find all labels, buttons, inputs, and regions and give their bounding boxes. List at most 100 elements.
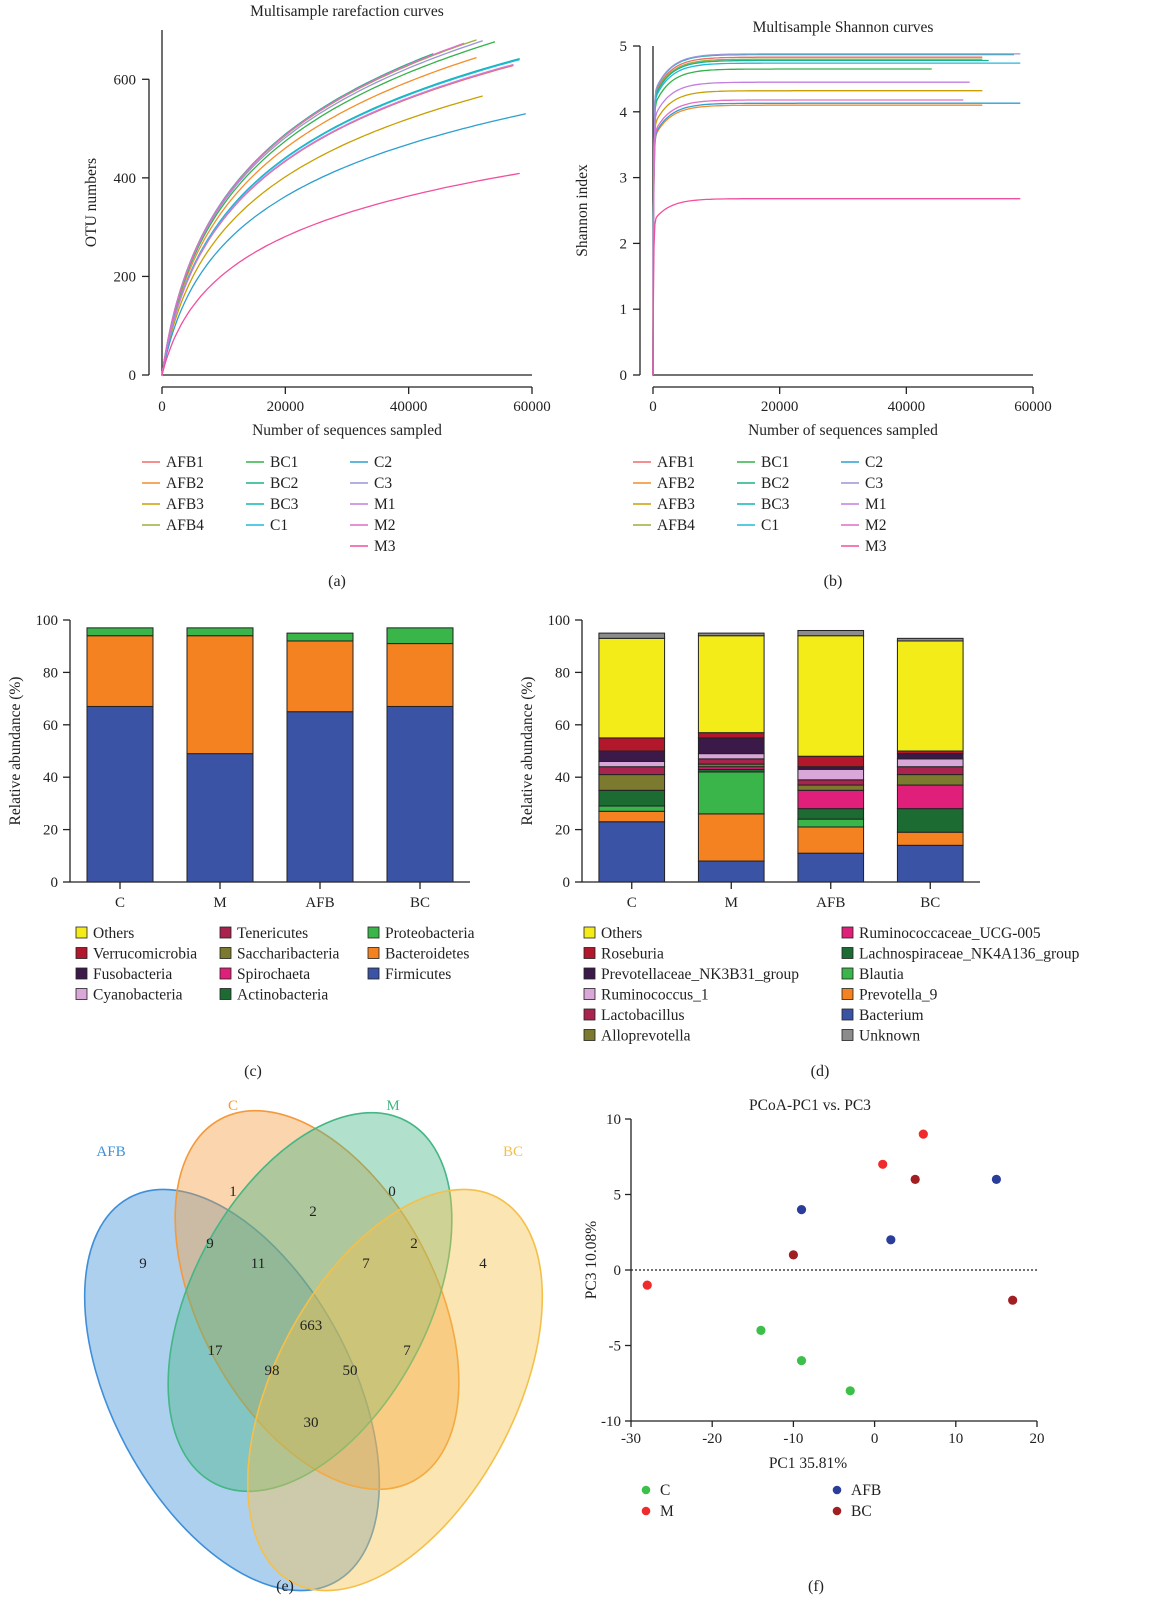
legend-label: AFB1 (657, 454, 695, 471)
bar-segment-unknown (896, 637, 964, 642)
point-m (878, 1159, 888, 1169)
x-tick-label: BC (410, 895, 430, 911)
legend-label: C3 (865, 475, 883, 492)
bar-segment-bacteroidetes (386, 643, 454, 707)
y-tick-label: 60 (43, 718, 58, 734)
y-tick-label: 60 (555, 718, 570, 734)
bar-segment-prevotella_9 (797, 826, 865, 854)
legend-label: Fusobacteria (93, 966, 172, 983)
bar-segment-ruminococcus_1 (896, 758, 964, 768)
legend-swatch (367, 967, 380, 980)
curve-m2 (652, 99, 964, 376)
legend-swatch (219, 947, 232, 959)
bar-segment-prevotella_9 (598, 810, 666, 823)
panel-label: (c) (244, 1063, 262, 1080)
legend-swatch (583, 1008, 596, 1021)
x-tick-label: 20 (1030, 1431, 1045, 1447)
phylum-abundance-chart: 0 20 40 60 80 100 Relative abundance (%) C M AFB B… (7, 613, 475, 1080)
legend-label: BC3 (761, 496, 790, 513)
panel-label: (a) (328, 573, 346, 590)
bar-segment-bacterium (598, 821, 666, 883)
legend-swatch (583, 1029, 596, 1041)
x-tick-label: 20000 (761, 399, 799, 415)
x-tick-label: 0 (649, 399, 657, 415)
curve-c2 (161, 113, 526, 376)
x-tick-label: BC (920, 895, 940, 911)
curve-m1 (161, 63, 514, 376)
y-tick-label: 40 (555, 770, 570, 786)
legend-label: Spirochaeta (237, 966, 310, 983)
bar-segment-unknown (598, 632, 666, 639)
venn-count: 0 (388, 1184, 396, 1200)
y-tick-label: 0 (129, 368, 137, 384)
legend-swatch (841, 926, 854, 939)
bar-segment-blautia (598, 805, 666, 812)
y-tick-label: 10 (606, 1112, 621, 1128)
bar-segment-prevotella_9 (896, 831, 964, 846)
bar-segment-lachnospiraceae_nk4a136_group (598, 789, 666, 807)
x-tick-label: 60000 (513, 399, 551, 415)
legend-label: Bacterium (859, 1007, 924, 1024)
legend-swatch (583, 988, 596, 1000)
venn-count: 98 (265, 1363, 280, 1379)
curve-afb3 (652, 90, 983, 376)
y-tick-label: 3 (620, 171, 628, 187)
legend-swatch (583, 967, 596, 980)
panel-label: (d) (811, 1063, 830, 1080)
bar-segment-roseburia (598, 737, 666, 752)
y-tick-label: 0 (614, 1263, 622, 1279)
bar-segment-others (896, 640, 964, 752)
legend-label: C3 (374, 475, 392, 492)
y-tick-label: 0 (51, 875, 59, 891)
venn-set-label: M (386, 1098, 399, 1114)
chart-title: PCoA-PC1 vs. PC3 (749, 1097, 871, 1114)
y-tick-label: 100 (548, 613, 571, 629)
venn-set-label: C (228, 1098, 238, 1114)
bar-segment-lactobacillus (697, 758, 765, 765)
chart-title: Multisample rarefaction curves (250, 3, 444, 20)
legend-label: M3 (865, 538, 887, 555)
venn-count: 9 (139, 1256, 147, 1272)
bar-segment-lactobacillus (598, 766, 666, 776)
legend-label: AFB3 (657, 496, 695, 513)
legend-swatch (841, 947, 854, 959)
bar-segment-unknown (797, 629, 865, 637)
bar-segment-unknown (697, 632, 765, 637)
venn-set-bc (246, 1188, 544, 1592)
bar-segment-firmicutes (86, 705, 154, 883)
legend-label: Others (93, 925, 134, 942)
x-tick-label: 40000 (888, 399, 926, 415)
legend-label: Roseburia (601, 946, 664, 963)
bar-segment-bacterium (697, 860, 765, 883)
curve-bc1 (652, 68, 932, 376)
y-tick-label: -10 (601, 1414, 621, 1430)
legend-swatch (841, 1008, 854, 1021)
venn-set-label: AFB (96, 1144, 125, 1160)
legend-label: M1 (374, 496, 396, 513)
venn-set-label: BC (503, 1144, 523, 1160)
legend-label: M (660, 1503, 674, 1520)
y-axis-label: Shannon index (574, 164, 591, 257)
curve-afb3 (161, 95, 483, 376)
y-tick-label: 200 (114, 269, 137, 285)
curve-c3 (652, 53, 1021, 376)
bar-segment-others (797, 635, 865, 757)
y-tick-label: 0 (563, 875, 571, 891)
legend-label: AFB3 (166, 496, 204, 513)
bar-segment-blautia (797, 818, 865, 828)
legend-label: Tenericutes (237, 925, 308, 942)
axis-frame (652, 46, 1033, 376)
point-afb (886, 1235, 896, 1245)
point-bc (1008, 1295, 1018, 1305)
bar-segment-bacterium (797, 852, 865, 883)
x-tick-label: M (725, 895, 738, 911)
legend-label: Saccharibacteria (237, 946, 340, 963)
legend-label: Alloprevotella (601, 1028, 691, 1045)
panel-label: (b) (824, 573, 843, 590)
bar-segment-bacteroidetes (86, 635, 154, 707)
y-tick-label: 1 (620, 302, 628, 318)
legend-label: BC2 (761, 475, 789, 492)
y-tick-label: 4 (620, 105, 628, 121)
legend-label: AFB4 (166, 517, 204, 534)
